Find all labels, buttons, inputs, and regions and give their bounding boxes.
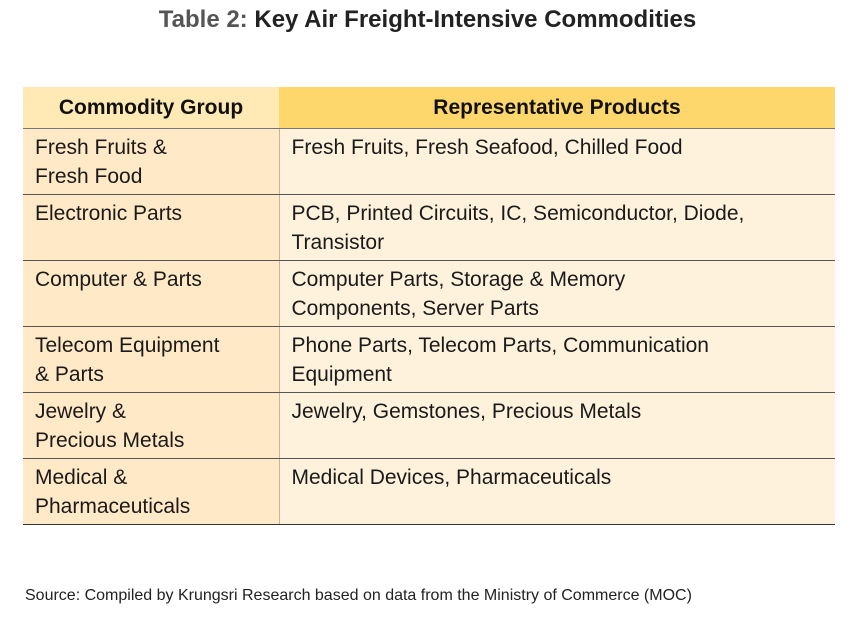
header-commodity-group: Commodity Group [23, 87, 279, 129]
commodities-table: Commodity Group Representative Products … [23, 87, 835, 525]
products-cell: Medical Devices, Pharmaceuticals [279, 458, 835, 525]
products-cell: Phone Parts, Telecom Parts, Communicatio… [279, 326, 835, 393]
table-row: Fresh Fruits & Fresh Food Fresh Fruits, F… [23, 128, 835, 195]
products-cell: PCB, Printed Circuits, IC, Semiconductor… [279, 194, 835, 261]
commodity-group-cell: Telecom Equipment & Parts [23, 326, 280, 393]
commodity-group-cell: Jewelry & Precious Metals [23, 392, 280, 459]
page-title: Table 2: Key Air Freight-Intensive Commo… [0, 6, 855, 34]
commodity-group-cell: Medical & Pharmaceuticals [23, 458, 280, 525]
table-number: Table 2: [158, 6, 248, 33]
table-row: Medical & Pharmaceuticals Medical Devices… [23, 458, 835, 525]
table-title: Key Air Freight-Intensive Commodities [254, 6, 697, 33]
commodity-group-cell: Electronic Parts [23, 194, 280, 261]
products-cell: Jewelry, Gemstones, Precious Metals [279, 392, 835, 459]
products-cell: Computer Parts, Storage & Memory Componen… [279, 260, 835, 327]
products-cell: Fresh Fruits, Fresh Seafood, Chilled Foo… [279, 128, 835, 195]
table-row: Telecom Equipment & Parts Phone Parts, Te… [23, 326, 835, 393]
commodity-group-cell: Fresh Fruits & Fresh Food [23, 128, 280, 195]
header-representative-products: Representative Products [279, 87, 835, 129]
table-row: Electronic Parts PCB, Printed Circuits, … [23, 194, 835, 261]
table-row: Jewelry & Precious Metals Jewelry, Gemsto… [23, 392, 835, 459]
table-header-row: Commodity Group Representative Products [23, 87, 835, 129]
table-row: Computer & Parts Computer Parts, Storage… [23, 260, 835, 327]
commodity-group-cell: Computer & Parts [23, 260, 280, 327]
source-note: Source: Compiled by Krungsri Research ba… [25, 587, 692, 604]
